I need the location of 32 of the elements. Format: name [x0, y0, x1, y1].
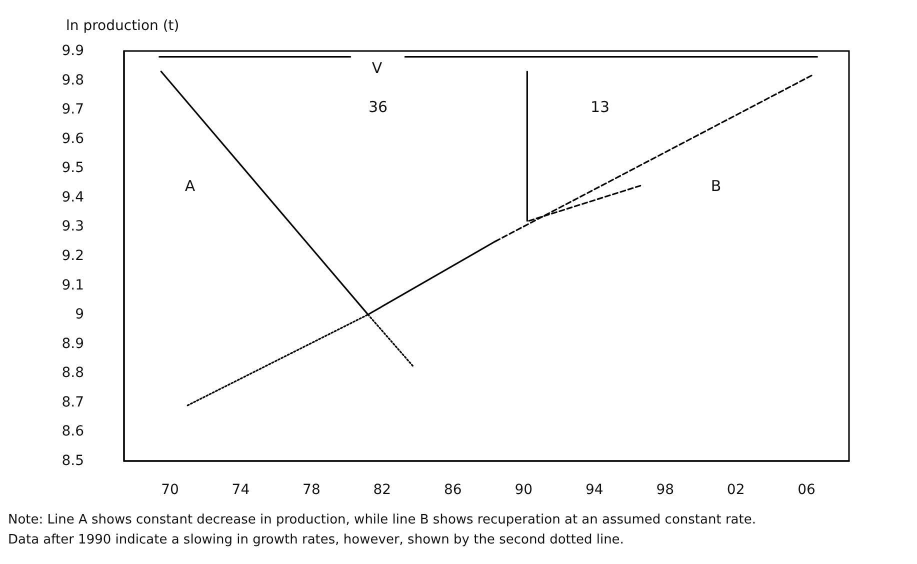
- y-tick-label: 9.3: [62, 218, 84, 235]
- y-tick-label: 9.8: [62, 72, 84, 88]
- annotation: B: [710, 177, 722, 195]
- y-tick-label: 8.5: [62, 453, 84, 469]
- x-tick-label: 94: [585, 482, 604, 498]
- y-tick-label: 8.6: [62, 424, 84, 440]
- x-tick-label: 90: [514, 482, 533, 498]
- annotation: 13: [590, 98, 610, 116]
- y-tick-label: 9.1: [62, 277, 84, 294]
- y-tick-label: 8.7: [62, 394, 84, 410]
- annotation: 36: [368, 98, 388, 116]
- y-tick-label: 9.9: [62, 43, 84, 59]
- x-tick-label: 74: [232, 482, 250, 498]
- x-tick-label: 06: [798, 482, 816, 498]
- y-tick-label: 9: [75, 306, 84, 323]
- y-tick-label: 8.8: [62, 365, 84, 382]
- y-tick-label: 9.2: [62, 248, 84, 264]
- x-tick-label: 82: [373, 482, 392, 498]
- y-tick-label: 9.6: [62, 130, 84, 147]
- x-tick-label: 86: [444, 482, 462, 498]
- x-tick-label: 70: [161, 482, 179, 498]
- x-tick-label: 02: [726, 482, 745, 498]
- x-tick-label: 78: [302, 482, 320, 498]
- y-tick-label: 9.5: [62, 160, 84, 176]
- annotation: V: [372, 59, 383, 77]
- y-axis-title: ln production (t): [66, 18, 180, 34]
- y-tick-label: 9.4: [62, 189, 84, 206]
- x-tick-label: 98: [656, 482, 674, 498]
- text: Note: Line A shows constant decrease in production, while line B shows recuperation at an assumed constant rate. Data after 1990 indicate a slowing in growth rates, however, shown by the second dotted line.: [8, 512, 760, 548]
- annotation: A: [184, 177, 196, 195]
- y-tick-label: 9.7: [62, 102, 84, 118]
- y-tick-label: 8.9: [62, 336, 84, 352]
